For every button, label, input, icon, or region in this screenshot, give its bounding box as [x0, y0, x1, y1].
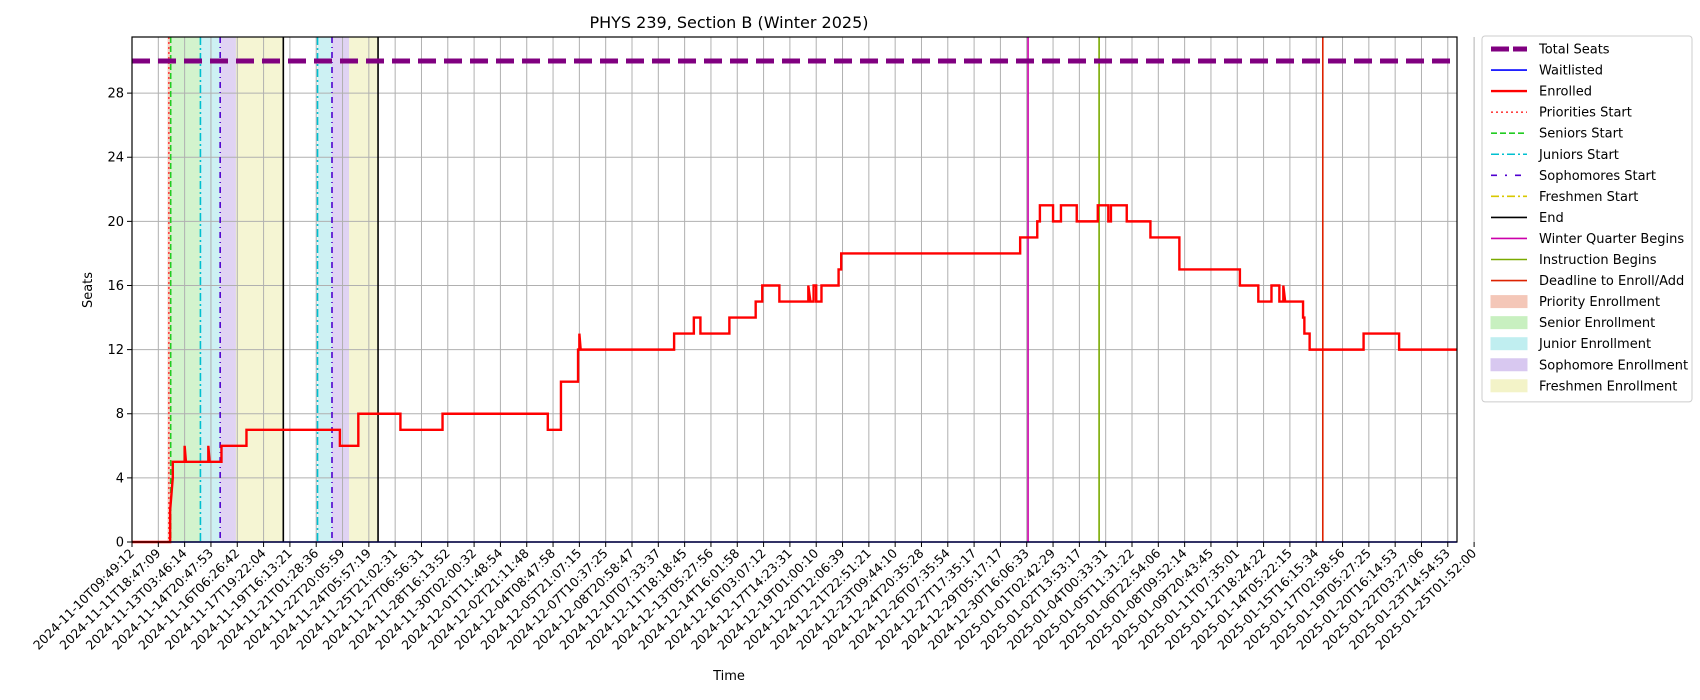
axes — [131, 36, 1458, 543]
enrollment-periods — [167, 37, 379, 542]
legend-label: Juniors Start — [1538, 148, 1619, 163]
series-enrolled — [132, 204, 1457, 544]
shade-sophomore-enrollment — [220, 37, 236, 542]
y-tick-label: 4 — [116, 471, 124, 486]
legend-label: Seniors Start — [1539, 127, 1623, 142]
legend: Total Seats Waitlisted Enrolled Priorities … — [1481, 35, 1693, 403]
y-axis-label: Seats — [81, 272, 96, 308]
y-tick-label: 0 — [116, 536, 124, 551]
y-tick-label: 28 — [107, 87, 124, 102]
legend-label: Waitlisted — [1539, 64, 1603, 79]
legend-label: Junior Enrollment — [1538, 337, 1651, 352]
legend-label: Winter Quarter Begins — [1539, 232, 1684, 247]
x-axis-label: Time — [712, 669, 745, 684]
legend-label: Priorities Start — [1539, 106, 1632, 121]
shade-senior-enrollment — [170, 37, 201, 542]
legend-swatch-priority-enrollment — [1490, 295, 1528, 309]
y-tick-label: 8 — [116, 407, 124, 422]
y-axis-ticks: 0 4 8 12 16 20 24 28 — [107, 87, 132, 551]
legend-label: Priority Enrollment — [1539, 295, 1660, 310]
legend-label: Deadline to Enroll/Add — [1539, 274, 1684, 289]
legend-label: Freshmen Start — [1539, 190, 1638, 205]
legend-box — [1481, 35, 1693, 403]
axes-frame — [131, 36, 1458, 543]
legend-label: Sophomores Start — [1539, 169, 1656, 184]
legend-label: Enrolled — [1539, 85, 1592, 100]
shade-freshmen-enrollment — [349, 37, 379, 542]
x-axis-ticks: 2024-11-10T09:49:122024-11-11T18:47:0920… — [30, 542, 1479, 653]
chart-title: PHYS 239, Section B (Winter 2025) — [589, 13, 868, 32]
legend-label: Senior Enrollment — [1539, 316, 1655, 331]
legend-label: Sophomore Enrollment — [1539, 358, 1688, 373]
legend-swatch-senior-enrollment — [1490, 316, 1528, 330]
grid-lines — [131, 37, 1475, 543]
legend-label: End — [1539, 211, 1564, 226]
shade-freshmen-enrollment — [235, 37, 284, 542]
legend-swatch-freshmen-enrollment — [1490, 379, 1528, 393]
y-tick-label: 20 — [107, 215, 124, 230]
legend-swatch-junior-enrollment — [1490, 337, 1528, 351]
y-tick-label: 24 — [107, 151, 124, 166]
shade-junior-enrollment — [200, 37, 221, 542]
shade-sophomore-enrollment — [332, 37, 350, 542]
y-tick-label: 16 — [107, 279, 124, 294]
legend-label: Total Seats — [1538, 43, 1610, 58]
legend-label: Instruction Begins — [1539, 253, 1657, 268]
period-markers — [168, 37, 1324, 542]
shade-junior-enrollment — [317, 37, 332, 542]
shade-priority-enrollment — [167, 37, 171, 542]
y-tick-label: 12 — [107, 343, 124, 358]
legend-label: Freshmen Enrollment — [1539, 379, 1677, 394]
legend-swatch-sophomore-enrollment — [1490, 358, 1528, 372]
